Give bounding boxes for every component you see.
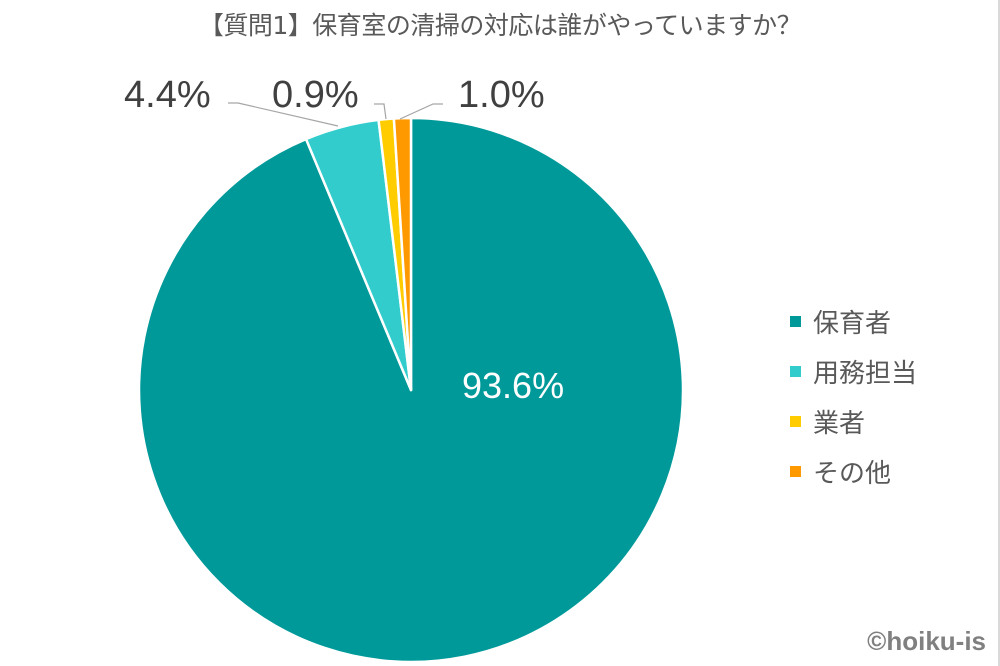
legend-item-youmu: 用務担当 [790,346,917,396]
leader-line [228,102,339,127]
legend-item-sonota: その他 [790,446,917,496]
data-label-youmu: 4.4% [124,74,211,116]
chart-title: 【質問1】保育室の清掃の対応は誰がやっていますか？ [198,11,802,40]
legend-label: 保育者 [813,308,892,339]
data-label-gyousha: 0.9% [272,74,359,116]
legend-item-gyousha: 業者 [790,396,917,446]
legend-swatch-icon [790,365,801,377]
legend-item-hoikusha: 保育者 [790,296,917,346]
data-label-sonota: 1.0% [458,74,545,116]
data-label-hoikusha: 93.6% [462,365,565,406]
leader-line [399,103,443,120]
legend-swatch-icon [790,465,801,477]
leader-line [374,103,387,120]
legend-label: その他 [813,458,892,489]
copyright-text: ©hoiku-is [867,626,986,656]
legend-label: 用務担当 [813,358,918,389]
legend-label: 業者 [813,408,866,439]
legend-swatch-icon [790,415,801,427]
chart-legend: 保育者 用務担当 業者 その他 [790,296,917,496]
legend-swatch-icon [790,315,801,327]
